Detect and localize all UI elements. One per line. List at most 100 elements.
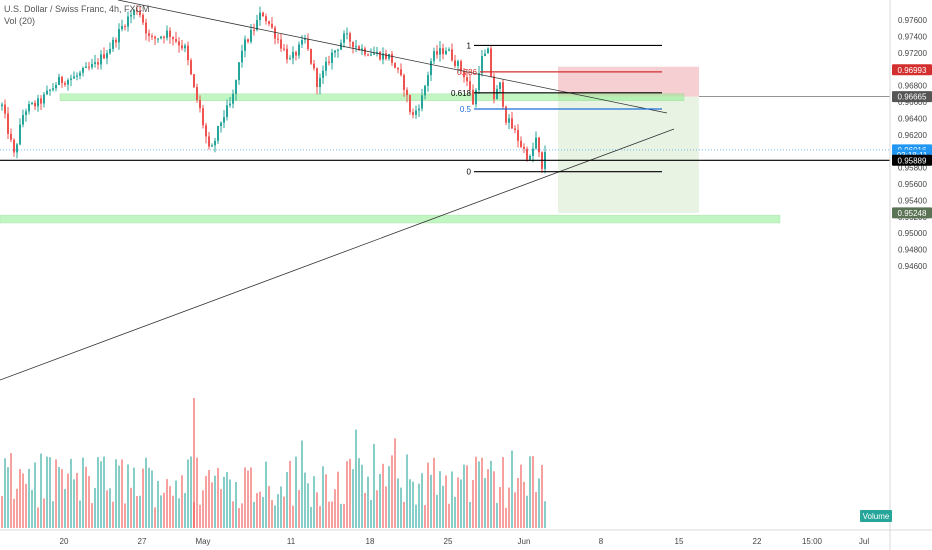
candle-body	[520, 140, 522, 147]
candle-body	[184, 45, 186, 49]
volume-bar	[145, 457, 147, 528]
volume-bar	[322, 466, 324, 528]
candle-body	[319, 77, 321, 88]
volume-bar	[19, 469, 21, 528]
candle-body	[217, 126, 219, 141]
volume-bar	[472, 480, 474, 528]
candle-body	[229, 103, 231, 106]
time-axis[interactable]: 20 27 May 11 18 25 Jun 8 15 22 15:00 Jul	[0, 529, 932, 546]
candle-body	[427, 75, 429, 86]
volume-bar	[253, 501, 255, 528]
candle-body	[94, 62, 96, 64]
price-tag-label: 0.95248	[898, 209, 927, 218]
candle-body	[301, 39, 303, 45]
price-axis[interactable]: 0.97600 0.97400 0.97200 0.96800 0.96600 0.964…	[860, 0, 932, 550]
volume-bar	[538, 478, 540, 528]
candle-body	[361, 48, 363, 51]
candle-body	[436, 51, 438, 55]
candle-body	[268, 21, 270, 24]
candle-body	[451, 49, 453, 61]
volume-bar	[193, 398, 195, 528]
time-tick-label: 20	[60, 537, 69, 546]
candle-body	[49, 89, 51, 91]
candle-body	[205, 125, 207, 137]
candle-body	[61, 76, 63, 83]
indicator-label[interactable]: Vol (20)	[4, 16, 36, 26]
volume-bar	[238, 507, 240, 528]
price-tick-label: 0.94600	[898, 262, 927, 271]
volume-bar	[70, 458, 72, 528]
volume-tag	[860, 510, 892, 522]
candle-body	[214, 140, 216, 146]
volume-bar	[25, 483, 27, 528]
price-tag-label: 0.96665	[898, 93, 927, 102]
symbol-title[interactable]: U.S. Dollar / Swiss Franc, 4h, FXCM	[4, 4, 150, 14]
volume-bar	[40, 453, 42, 528]
volume-bar	[316, 492, 318, 528]
volume-bar	[328, 501, 330, 528]
volume-bar	[196, 457, 198, 528]
volume-bar	[298, 490, 300, 528]
candle-body	[442, 48, 444, 55]
fib-level-label: 0.5	[460, 105, 472, 114]
volume-bar	[112, 501, 114, 528]
volume-bar	[130, 487, 132, 528]
candle-body	[502, 82, 504, 107]
candle-body	[433, 51, 435, 62]
volume-bar	[82, 457, 84, 528]
volume-bar	[424, 505, 426, 528]
upper-trendline	[117, 0, 668, 114]
volume-bar	[181, 475, 183, 528]
candle-body	[454, 60, 456, 66]
candle-body	[220, 122, 222, 127]
support-zone	[59, 93, 685, 102]
volume-bar	[13, 498, 15, 528]
candle-body	[88, 66, 90, 68]
volume-bar	[409, 479, 411, 528]
candle-body	[10, 133, 12, 140]
candle-body	[439, 48, 441, 55]
candle-body	[376, 51, 378, 54]
volume-bar	[58, 466, 60, 528]
candle-body	[25, 111, 27, 116]
volume-bar	[484, 478, 486, 528]
candle-body	[418, 108, 420, 111]
time-tick-label: 8	[599, 537, 604, 546]
volume-bar	[277, 494, 279, 528]
volume-bar	[109, 488, 111, 528]
candle-body	[196, 87, 198, 101]
volume-bar	[370, 499, 372, 528]
volume-bar	[418, 483, 420, 528]
volume-bar	[163, 492, 165, 528]
volume-bar	[199, 504, 201, 528]
candle-body	[262, 12, 264, 17]
volume-bar	[220, 489, 222, 528]
volume-bar	[376, 490, 378, 528]
volume-bar	[469, 501, 471, 528]
volume-bar	[157, 480, 159, 528]
candle-body	[286, 48, 288, 60]
volume-tag-label: Volume	[863, 512, 890, 521]
volume-bar	[10, 453, 12, 528]
volume-bar	[499, 486, 501, 528]
volume-bar	[493, 471, 495, 528]
candle-body	[271, 23, 273, 28]
candle-body	[85, 66, 87, 69]
volume-bar	[502, 457, 504, 528]
volume-bar	[247, 470, 249, 528]
candle-body	[364, 48, 366, 55]
volume-bar	[208, 469, 210, 528]
candle-body	[490, 48, 492, 77]
candle-body	[487, 48, 489, 54]
candle-body	[472, 89, 474, 105]
candle-body	[328, 61, 330, 63]
volume-bar	[94, 487, 96, 528]
price-tag-label: 0.95889	[898, 156, 927, 165]
volume-bar	[325, 474, 327, 528]
volume-bar	[7, 467, 9, 528]
volume-bar	[475, 456, 477, 528]
candle-body	[310, 48, 312, 64]
candle-body	[265, 16, 267, 22]
volume-bar	[304, 472, 306, 528]
